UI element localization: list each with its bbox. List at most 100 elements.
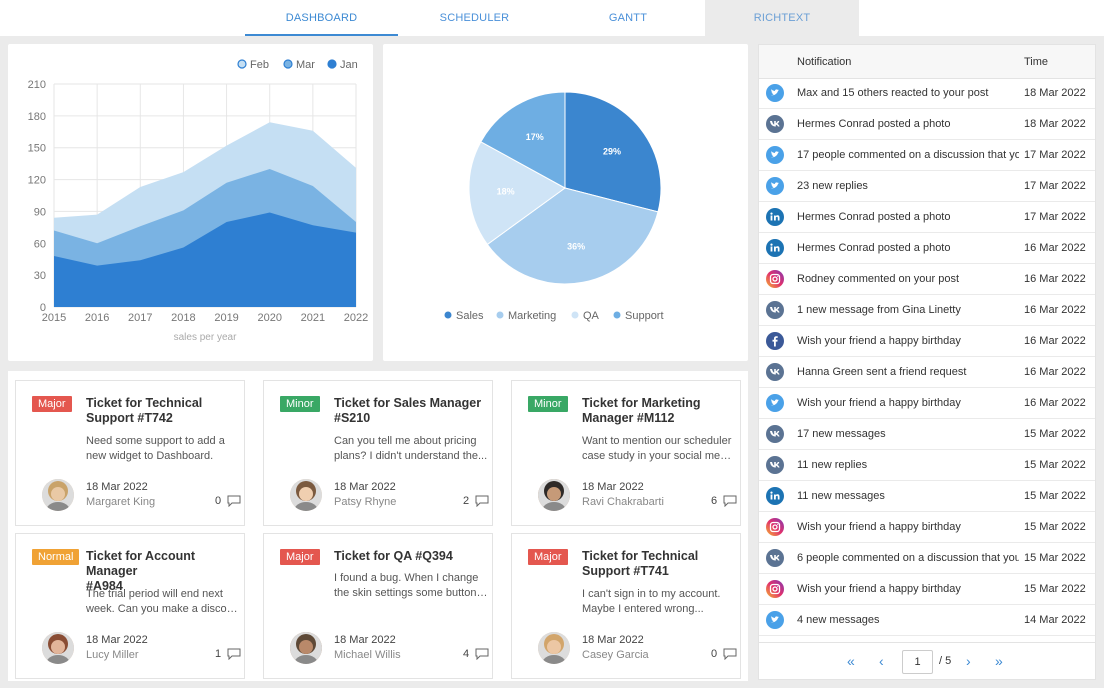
- legend-item-jan[interactable]: Jan: [327, 59, 358, 71]
- facebook-icon: [766, 332, 784, 350]
- area-series-jan[interactable]: [54, 212, 356, 307]
- comment-icon[interactable]: [723, 648, 737, 660]
- pie-slice-qa[interactable]: [468, 141, 566, 246]
- notification-row[interactable]: Hermes Conrad posted a photo 18 Mar 2022: [759, 109, 1095, 140]
- notification-time: 15 Mar 2022: [1024, 521, 1086, 533]
- notification-time: 16 Mar 2022: [1024, 335, 1086, 347]
- twitter-icon: [766, 177, 784, 195]
- tab-scheduler[interactable]: SCHEDULER: [439, 12, 510, 24]
- notification-time: 17 Mar 2022: [1024, 149, 1086, 161]
- comment-icon[interactable]: [723, 495, 737, 507]
- ticket-assignee: Casey Garcia: [582, 649, 649, 661]
- notification-row[interactable]: 23 new replies 17 Mar 2022: [759, 171, 1095, 202]
- notification-row[interactable]: Hanna Green sent a friend request 16 Mar…: [759, 357, 1095, 388]
- notification-message: Wish your friend a happy birthday: [797, 583, 961, 595]
- pie-slice-label: 36%: [567, 241, 585, 251]
- notification-row[interactable]: 17 people commented on a discussion that…: [759, 140, 1095, 171]
- notification-row[interactable]: Max and 15 others reacted to your post 1…: [759, 78, 1095, 109]
- legend-label: Support: [625, 310, 664, 322]
- vk-icon: [766, 115, 784, 133]
- column-header-time[interactable]: Time: [1024, 56, 1049, 68]
- notification-row[interactable]: 4 new messages 14 Mar 2022: [759, 605, 1095, 636]
- ticket-date: 18 Mar 2022: [86, 634, 148, 646]
- notification-row[interactable]: Wish your friend a happy birthday 15 Mar…: [759, 574, 1095, 605]
- notification-row[interactable]: 11 new replies 15 Mar 2022: [759, 450, 1095, 481]
- ticket-assignee: Michael Willis: [334, 649, 401, 661]
- comment-count: 6: [711, 495, 718, 507]
- x-tick-label: 2019: [214, 312, 238, 324]
- pie-legend-item-support[interactable]: Support: [613, 310, 664, 322]
- pie-legend-item-sales[interactable]: Sales: [444, 310, 485, 322]
- notification-message: 11 new messages: [797, 490, 885, 502]
- comment-icon[interactable]: [227, 495, 241, 507]
- ticket-date: 18 Mar 2022: [86, 481, 148, 493]
- comment-count: 0: [215, 495, 222, 507]
- x-tick-label: 2020: [257, 312, 281, 324]
- page-input[interactable]: [902, 650, 933, 674]
- notification-row[interactable]: Hermes Conrad posted a photo 17 Mar 2022: [759, 202, 1095, 233]
- y-tick-label: 210: [28, 79, 46, 91]
- notification-row[interactable]: Wish your friend a happy birthday 16 Mar…: [759, 326, 1095, 357]
- twitter-icon: [766, 84, 784, 102]
- pie-slice-marketing[interactable]: [486, 187, 659, 285]
- ticket-title: Ticket for Marketing Manager #M112: [582, 396, 701, 425]
- ticket-assignee: Patsy Rhyne: [334, 496, 397, 508]
- avatar: [538, 479, 570, 511]
- ticket-card[interactable]: Minor Ticket for Sales Manager #S210 Can …: [263, 380, 493, 526]
- notification-row[interactable]: Wish your friend a happy birthday 15 Mar…: [759, 512, 1095, 543]
- ticket-description: I can't sign in to my account. Maybe I en…: [582, 588, 721, 615]
- next-page-button[interactable]: ›: [966, 653, 971, 669]
- avatar: [290, 632, 322, 664]
- notification-message: 17 new messages: [797, 428, 886, 440]
- comment-icon[interactable]: [475, 648, 489, 660]
- last-page-button[interactable]: »: [995, 653, 1003, 669]
- ticket-card[interactable]: Major Ticket for QA #Q394 I found a bug.…: [263, 533, 493, 679]
- notification-message: Max and 15 others reacted to your post: [797, 87, 989, 99]
- prev-page-button[interactable]: ‹: [879, 653, 884, 669]
- ticket-card[interactable]: Major Ticket for Technical Support #T741 …: [511, 533, 741, 679]
- area-chart-panel: Feb Mar Jan 0 30 60 90 120 150 180 210 2015 2016 20…: [8, 44, 373, 361]
- pie-legend-item-qa[interactable]: QA: [571, 310, 600, 322]
- pie-slice-support[interactable]: [480, 91, 566, 189]
- notification-row[interactable]: Rodney commented on your post 16 Mar 202…: [759, 264, 1095, 295]
- notification-row[interactable]: 6 people commented on a discussion that …: [759, 543, 1095, 574]
- legend-item-mar[interactable]: Mar: [283, 59, 315, 71]
- ticket-card[interactable]: Minor Ticket for Marketing Manager #M112 …: [511, 380, 741, 526]
- tab-gantt[interactable]: GANTT: [608, 12, 648, 24]
- pie-slice-sales[interactable]: [564, 91, 662, 213]
- linkedin-icon: [766, 208, 784, 226]
- notification-row[interactable]: 11 new messages 15 Mar 2022: [759, 481, 1095, 512]
- notification-row[interactable]: 17 new messages 15 Mar 2022: [759, 419, 1095, 450]
- avatar: [42, 479, 74, 511]
- comment-icon[interactable]: [227, 648, 241, 660]
- pie-chart: 29% 36% 18% 17% Sales Marketing QA Support: [444, 91, 664, 322]
- ticket-description: The trial period will end next week. Can …: [86, 588, 241, 615]
- ticket-date: 18 Mar 2022: [334, 481, 396, 493]
- ticket-card[interactable]: Major Ticket for Technical Support #T742 …: [15, 380, 245, 526]
- tab-richtext[interactable]: RICHTEXT: [705, 0, 859, 36]
- notification-row[interactable]: 1 new message from Gina Linetty 16 Mar 2…: [759, 295, 1095, 326]
- notification-time: 16 Mar 2022: [1024, 397, 1086, 409]
- ticket-card[interactable]: Normal Ticket for Account Manager #A984 T…: [15, 533, 245, 679]
- avatar: [42, 632, 74, 664]
- legend-marker: [327, 59, 337, 69]
- notification-row[interactable]: Hermes Conrad posted a photo 16 Mar 2022: [759, 233, 1095, 264]
- tab-dashboard[interactable]: DASHBOARD: [245, 0, 398, 36]
- notification-message: 1 new message from Gina Linetty: [797, 304, 961, 316]
- ticket-title: Ticket for Account Manager #A984: [86, 549, 196, 593]
- instagram-icon: [766, 580, 784, 598]
- legend-label: Feb: [250, 59, 269, 71]
- tab-bar: DASHBOARD SCHEDULER GANTT RICHTEXT: [0, 0, 1104, 36]
- first-page-button[interactable]: «: [847, 653, 855, 669]
- pie-legend-item-marketing[interactable]: Marketing: [496, 310, 557, 322]
- notification-time: 16 Mar 2022: [1024, 273, 1086, 285]
- comment-icon[interactable]: [475, 495, 489, 507]
- x-tick-label: 2016: [85, 312, 109, 324]
- priority-badge: Major: [280, 549, 320, 565]
- legend-item-feb[interactable]: Feb: [237, 59, 269, 71]
- legend-label: QA: [583, 310, 600, 322]
- column-header-notification[interactable]: Notification: [797, 56, 852, 68]
- notification-row[interactable]: Wish your friend a happy birthday 16 Mar…: [759, 388, 1095, 419]
- area-chart-legend: Feb Mar Jan: [237, 59, 358, 71]
